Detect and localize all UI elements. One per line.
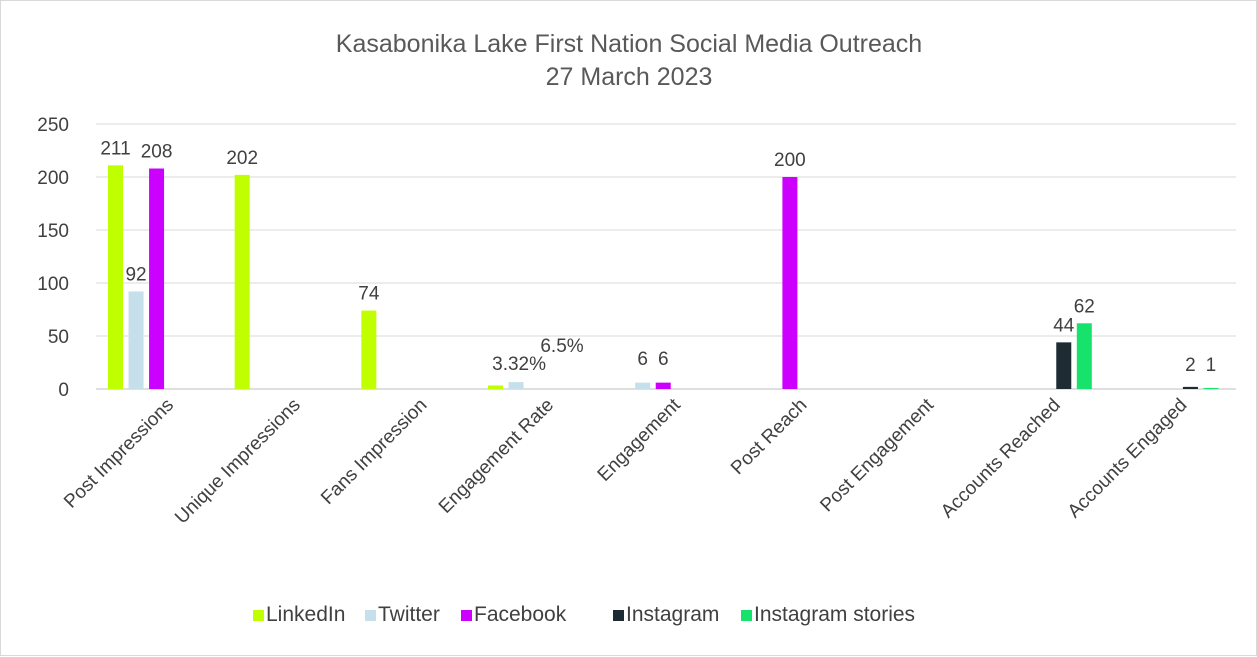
bar — [1182, 386, 1198, 389]
bar — [108, 165, 123, 389]
y-axis: 0 50 100 150 200 250 — [37, 115, 69, 401]
data-label: 211 — [100, 138, 130, 159]
data-label: 202 — [226, 148, 258, 169]
legend-swatch — [741, 610, 752, 621]
data-label: 208 — [141, 142, 173, 163]
data-label: 6.5% — [540, 336, 583, 357]
legend-label: LinkedIn — [266, 603, 345, 626]
data-labels: 211 202 74 3.32% 92 6.5% 6 208 6 200 44 2 62 1 — [100, 138, 1216, 376]
chart-subtitle: 27 March 2023 — [546, 63, 713, 91]
x-tick-label: Engagement — [594, 394, 686, 486]
bars — [108, 165, 1219, 389]
gridlines — [96, 123, 1236, 390]
data-label: 74 — [358, 284, 380, 305]
legend-label: Twitter — [378, 603, 440, 626]
bar — [655, 382, 671, 389]
y-tick-label: 200 — [37, 168, 69, 189]
y-tick-label: 150 — [37, 221, 69, 242]
x-tick-label: Post Engagement — [816, 394, 938, 516]
x-tick-label: Unique Impressions — [171, 395, 305, 529]
legend-swatch — [253, 610, 264, 621]
bar — [782, 177, 798, 389]
data-label: 3.32% — [492, 354, 546, 375]
bar — [488, 385, 503, 389]
bar — [635, 382, 651, 389]
data-label: 6 — [637, 349, 648, 370]
data-label: 6 — [658, 349, 669, 370]
data-label: 92 — [125, 264, 146, 285]
legend-label: Instagram — [626, 603, 719, 626]
y-tick-label: 100 — [37, 274, 69, 295]
data-label: 44 — [1053, 315, 1075, 336]
bar — [1056, 342, 1072, 389]
x-tick-label: Post Impressions — [60, 395, 178, 513]
legend-label: Instagram stories — [754, 603, 915, 626]
x-tick-label: Fans Impression — [317, 395, 431, 509]
legend-swatch — [365, 610, 376, 621]
bar — [234, 174, 250, 389]
legend-label: Facebook — [474, 603, 567, 626]
x-tick-label: Engagement Rate — [435, 395, 558, 518]
data-label: 200 — [774, 150, 806, 171]
legend: LinkedIn Twitter Facebook Instagram Instagra… — [253, 603, 915, 626]
bar — [361, 310, 377, 389]
data-label: 1 — [1206, 355, 1217, 376]
bar — [508, 382, 524, 389]
y-tick-label: 0 — [58, 380, 69, 401]
bar — [1076, 323, 1092, 389]
bar — [128, 291, 144, 389]
bar — [149, 168, 165, 389]
data-label: 2 — [1185, 355, 1196, 376]
x-tick-label: Accounts Engaged — [1064, 395, 1192, 523]
chart-title: Kasabonika Lake First Nation Social Medi… — [336, 30, 922, 58]
data-label: 62 — [1074, 296, 1095, 317]
x-tick-label: Accounts Reached — [937, 395, 1065, 523]
y-tick-label: 50 — [48, 327, 69, 348]
y-tick-label: 250 — [37, 115, 69, 136]
bar — [1203, 387, 1219, 389]
legend-swatch — [613, 610, 624, 621]
x-tick-label: Post Reach — [727, 395, 811, 479]
legend-swatch — [461, 610, 472, 621]
